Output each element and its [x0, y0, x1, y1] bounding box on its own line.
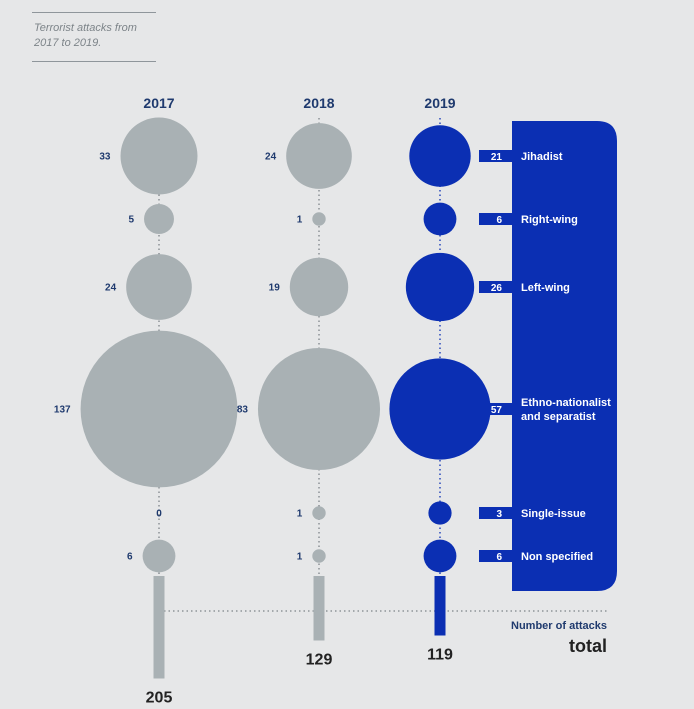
- category-label-0: Jihadist: [521, 151, 563, 163]
- bubble-2018-5: [312, 549, 326, 563]
- value-label-2019-4: 3: [496, 509, 502, 520]
- total-bar-2018: [313, 576, 325, 641]
- bubble-2018-0: [286, 123, 352, 189]
- total-value-2018: 129: [306, 652, 333, 669]
- value-badge-1: [479, 213, 513, 225]
- value-label-2017-4: 0: [156, 509, 162, 520]
- bubble-2019-3: [389, 358, 491, 460]
- category-label-3-line-2: and separatist: [521, 411, 596, 423]
- value-label-2018-2: 19: [269, 283, 281, 294]
- year-label-2017: 2017: [143, 95, 174, 111]
- value-label-2017-0: 33: [99, 152, 111, 163]
- bubble-2017-0: [120, 117, 198, 195]
- value-label-2019-5: 6: [496, 552, 502, 563]
- bubble-2019-4: [428, 501, 452, 525]
- bubble-2018-3: [257, 347, 381, 471]
- value-badge-3: [479, 403, 513, 415]
- legend-number-of-attacks: Number of attacks: [511, 620, 607, 632]
- value-label-2018-1: 1: [297, 215, 303, 226]
- bubble-2018-2: [289, 257, 349, 317]
- bubble-2019-0: [409, 125, 471, 187]
- value-badge-5: [479, 550, 513, 562]
- value-label-2017-3: 137: [54, 405, 71, 416]
- total-value-2017: 205: [146, 690, 173, 707]
- value-label-2019-0: 21: [491, 152, 503, 163]
- value-badge-0: [479, 150, 513, 162]
- subtitle-line-1: Terrorist attacks from: [34, 22, 137, 34]
- total-value-2019: 119: [427, 647, 453, 664]
- category-label-3-line-1: Ethno-nationalist: [521, 397, 611, 409]
- year-label-2018: 2018: [303, 95, 334, 111]
- bubble-2019-5: [423, 539, 457, 573]
- bubble-2017-1: [144, 204, 174, 234]
- bubble-2017-5: [142, 539, 176, 573]
- bubble-2018-1: [312, 212, 326, 226]
- total-bar-2019: [434, 576, 446, 636]
- category-label-2: Left-wing: [521, 282, 570, 294]
- value-label-2019-1: 6: [496, 215, 502, 226]
- value-badge-2: [479, 281, 513, 293]
- category-label-5: Non specified: [521, 551, 593, 563]
- bubble-2017-3: [80, 330, 238, 488]
- value-label-2017-5: 6: [127, 552, 133, 563]
- subtitle-box: Terrorist attacks from 2017 to 2019.: [32, 12, 156, 62]
- bubble-2017-2: [126, 254, 192, 320]
- category-panel: [512, 121, 617, 591]
- bubble-2019-2: [405, 252, 475, 322]
- value-label-2018-4: 1: [297, 509, 303, 520]
- value-label-2019-3: 57: [491, 405, 503, 416]
- category-label-4: Single-issue: [521, 508, 586, 520]
- total-bar-2017: [153, 576, 165, 679]
- value-badge-4: [479, 507, 513, 519]
- value-label-2018-3: 83: [237, 405, 249, 416]
- value-label-2018-0: 24: [265, 152, 277, 163]
- subtitle-line-2: 2017 to 2019.: [34, 37, 102, 49]
- value-label-2018-5: 1: [297, 552, 303, 563]
- category-label-1: Right-wing: [521, 214, 578, 226]
- value-label-2019-2: 26: [491, 283, 503, 294]
- bubble-2018-4: [312, 506, 326, 520]
- chart-subtitle: Terrorist attacks from 2017 to 2019.: [34, 21, 158, 51]
- bubble-2019-1: [423, 202, 457, 236]
- value-label-2017-1: 5: [128, 215, 134, 226]
- value-label-2017-2: 24: [105, 283, 117, 294]
- year-label-2019: 2019: [424, 95, 455, 111]
- legend-total: total: [569, 636, 607, 656]
